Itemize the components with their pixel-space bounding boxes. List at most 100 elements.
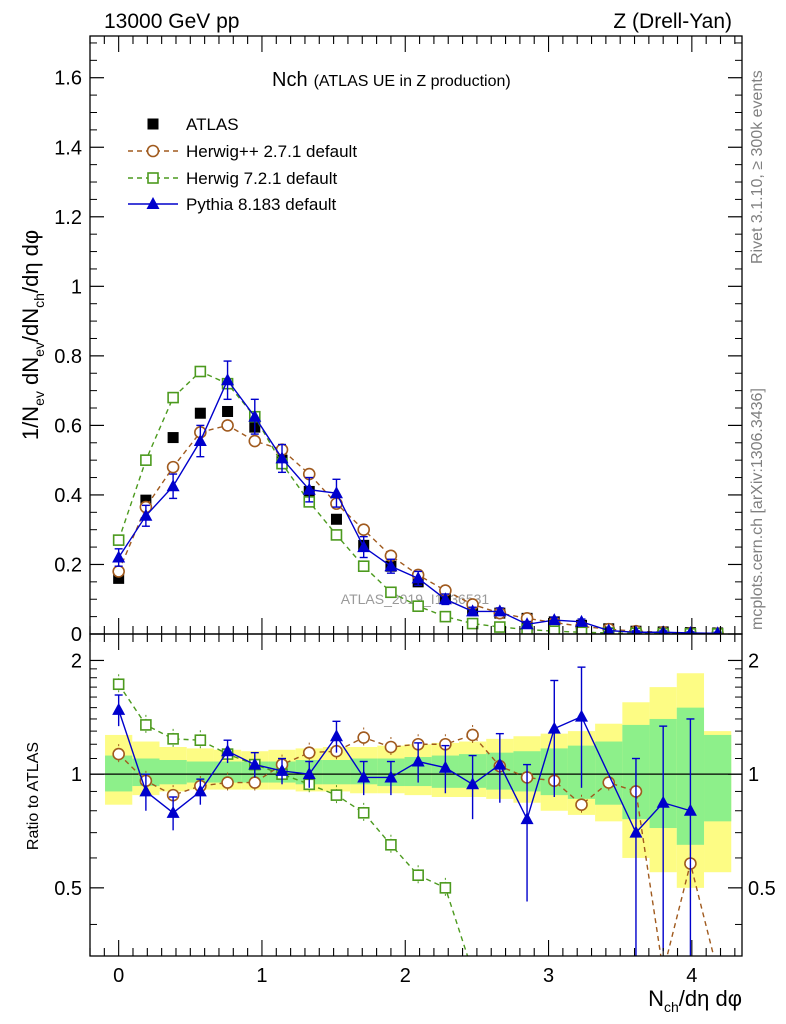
header-left: 13000 GeV pp (104, 10, 239, 33)
ratio-ytick-label-left: 2 (71, 650, 82, 672)
ratio-point-2-22 (713, 967, 723, 977)
main-point-0-4 (222, 405, 234, 417)
main-point-3-7 (302, 482, 316, 495)
ratio-point-3-19 (629, 825, 643, 838)
ratio-point-1-20 (658, 966, 669, 977)
legend-label-1: Herwig++ 2.7.1 default (186, 142, 357, 161)
header-right: Z (Drell-Yan) (613, 10, 732, 33)
ratio-point-1-13 (466, 728, 479, 742)
main-ytick-label: 1.6 (54, 68, 82, 90)
main-point-3-4 (221, 373, 235, 386)
ratio-point-2-8 (330, 789, 343, 801)
ratio-point-2-10 (385, 839, 397, 851)
main-point-2-13 (466, 617, 479, 630)
ratio-point-3-7 (302, 767, 316, 780)
main-point-3-15 (520, 617, 534, 630)
main-point-3-5 (248, 409, 262, 422)
main-point-3-21 (686, 625, 695, 634)
main-ytick-label: 0.4 (54, 485, 82, 507)
legend-label-2: Herwig 7.2.1 default (186, 169, 337, 188)
ratio-point-3-13 (466, 777, 480, 790)
ratio-point-3-14 (493, 757, 507, 770)
main-point-2-8 (330, 529, 343, 541)
main-point-2-16 (548, 625, 561, 634)
main-title: Nch (ATLAS UE in Z production) (272, 69, 511, 91)
main-ytick-label: 0.8 (54, 346, 82, 368)
ratio-point-3-3 (193, 784, 207, 797)
ratio-point-2-3 (194, 734, 207, 746)
ratio-point-3-11 (411, 754, 425, 767)
main-ytick-label: 1 (71, 276, 82, 298)
ratio-point-2-11 (412, 869, 424, 882)
ratio-point-3-1 (139, 784, 153, 797)
main-point-2-14 (494, 621, 506, 633)
main-point-3-17 (575, 614, 589, 627)
main-ylabel: 1/Nev dNev/dNch/dη dφ (18, 230, 47, 440)
ratio-point-1-7 (302, 746, 316, 759)
legend: ATLAS Herwig++ 2.7.1 default Herwig 7.2.1 … (128, 115, 357, 214)
ratio-point-2-17 (577, 967, 587, 977)
main-title-sub: (ATLAS UE in Z production) (314, 73, 511, 90)
main-point-3-12 (438, 592, 452, 605)
main-point-3-0 (112, 550, 126, 563)
main-point-3-11 (411, 571, 425, 584)
main-point-3-3 (193, 434, 207, 447)
main-point-3-14 (493, 604, 507, 617)
legend-marker-1 (146, 144, 160, 158)
main-point-0-0 (113, 572, 125, 584)
ratio-point-3-20 (656, 795, 670, 808)
main-point-1-9 (357, 523, 370, 536)
ratio-point-3-2 (166, 805, 180, 818)
ratio-ytick-label-left: 1 (71, 764, 82, 786)
main-point-3-2 (166, 479, 180, 492)
main-point-3-6 (275, 451, 289, 464)
main-point-2-12 (439, 610, 452, 623)
ratio-ytick-label-right: 0.5 (748, 878, 776, 900)
ratio-point-1-0 (112, 747, 125, 761)
ratio-point-3-15 (520, 812, 534, 825)
main-point-2-11 (412, 600, 424, 612)
ratio-frame (89, 633, 743, 957)
main-point-2-1 (140, 454, 152, 466)
main-point-2-17 (575, 626, 588, 634)
ratio-point-2-1 (140, 719, 152, 731)
main-point-1-4 (221, 419, 234, 432)
ratio-point-3-16 (547, 721, 561, 734)
main-point-3-13 (466, 604, 480, 617)
main-point-2-0 (112, 534, 125, 546)
ratio-point-3-0 (112, 702, 126, 715)
main-point-1-5 (248, 434, 262, 448)
ratio-point-1-5 (248, 776, 262, 789)
legend-marker-3 (146, 197, 160, 209)
ratio-point-3-5 (248, 757, 262, 770)
legend-marker-0 (147, 118, 159, 130)
main-point-0-8 (330, 513, 342, 525)
ratio-point-3-8 (329, 729, 343, 742)
ratio-point-1-17 (575, 798, 588, 812)
ratio-xtick-label: 4 (686, 965, 697, 987)
main-point-2-10 (385, 586, 397, 599)
main-point-3-1 (139, 508, 153, 521)
ratio-point-3-12 (438, 760, 452, 773)
ratio-band-green (186, 761, 214, 783)
main-ytick-label: 1.4 (54, 137, 82, 159)
ratio-xtick-label: 2 (400, 965, 411, 987)
main-point-2-3 (194, 365, 207, 378)
ratio-point-3-17 (575, 709, 589, 722)
ratio-point-2-2 (167, 733, 179, 745)
ratio-point-2-15 (522, 967, 532, 977)
main-panel: 0 0.2 0.4 0.6 0.8 1 1.2 1.4 1.6 (54, 35, 743, 646)
main-ytick-label: 0 (71, 624, 82, 646)
ratio-point-3-4 (221, 744, 235, 757)
ratio-band-green (322, 760, 351, 785)
rivet-label: Rivet 3.1.10, ≥ 300k events (749, 70, 766, 264)
main-point-1-2 (166, 460, 180, 474)
ratio-band-green (159, 760, 187, 785)
ratio-plot-area (112, 666, 723, 977)
ratio-ylabel: Ratio to ATLAS (25, 742, 42, 850)
ratio-point-2-9 (357, 807, 370, 819)
ratio-point-2-13 (468, 967, 478, 977)
ratio-xtick-label: 1 (256, 965, 267, 987)
